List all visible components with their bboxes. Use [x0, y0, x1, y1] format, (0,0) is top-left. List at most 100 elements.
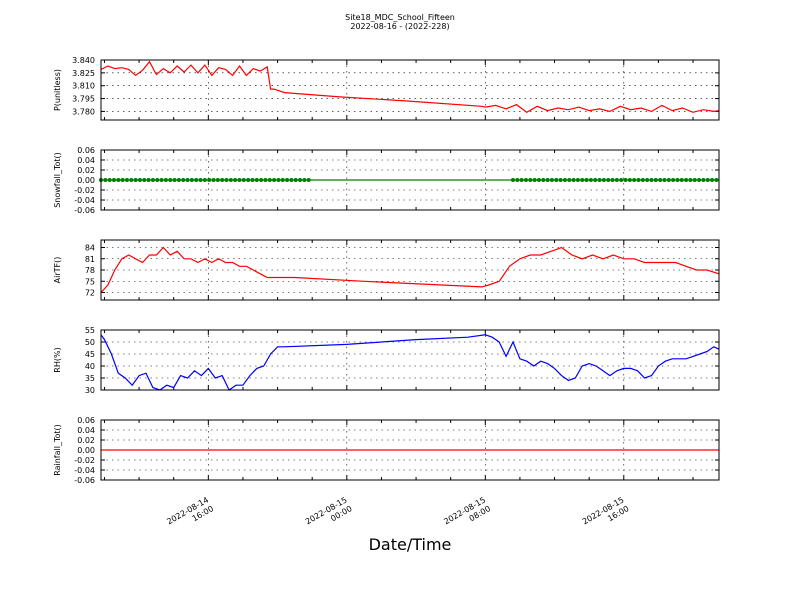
data-point — [150, 178, 155, 182]
chart-panels: 3.780 3.795 3.810 3.825 3.840 P(unitless) -0.0… — [53, 56, 720, 485]
data-point — [276, 178, 281, 182]
data-point — [684, 178, 689, 182]
plot-frame — [100, 329, 720, 391]
data-point — [194, 178, 199, 182]
plot-frame — [100, 239, 720, 301]
data-point — [601, 178, 606, 182]
data-point — [593, 178, 598, 182]
data-point — [658, 178, 663, 182]
y-tick-label: 3.795 — [72, 95, 95, 104]
data-point — [588, 178, 593, 182]
data-point — [233, 178, 238, 182]
data-point — [528, 178, 533, 182]
data-point — [137, 178, 142, 182]
data-point — [259, 178, 264, 182]
data-point — [103, 178, 108, 182]
data-point — [511, 178, 515, 182]
data-point — [666, 178, 671, 182]
data-point — [714, 178, 719, 182]
data-point — [580, 178, 585, 182]
data-point — [554, 178, 559, 182]
data-point — [263, 178, 268, 182]
y-tick-label: 0.02 — [77, 166, 95, 175]
data-point — [575, 178, 580, 182]
data-point — [649, 178, 654, 182]
y-axis-label: AirTF() — [53, 257, 62, 284]
data-point — [632, 178, 637, 182]
y-tick-label: 55 — [85, 326, 95, 335]
data-point — [129, 178, 134, 182]
data-point — [176, 178, 181, 182]
data-point — [302, 178, 307, 182]
data-point — [614, 178, 619, 182]
y-tick-label: 45 — [85, 350, 95, 359]
panel-1: 3.780 3.795 3.810 3.825 3.840 P(unitless) — [53, 56, 720, 121]
data-point — [215, 178, 220, 182]
y-tick-label: 75 — [85, 277, 95, 286]
data-point — [237, 178, 242, 182]
y-axis-label: Snowfall_Tot() — [53, 152, 62, 208]
data-point — [267, 178, 272, 182]
chart-subtitle: 2022-08-16 - (2022-228) — [350, 22, 449, 31]
data-point — [645, 178, 650, 182]
y-tick-label: 0.00 — [77, 176, 95, 185]
y-axis-label: Rainfall_Tot() — [53, 424, 62, 476]
data-point — [545, 178, 550, 182]
data-point — [189, 178, 194, 182]
y-tick-label: 0.00 — [77, 446, 95, 455]
data-point — [241, 178, 246, 182]
data-point — [124, 178, 129, 182]
data-point — [515, 178, 520, 182]
data-point — [224, 178, 229, 182]
data-point — [536, 178, 541, 182]
panel-2: -0.06-0.04-0.020.000.020.040.06 Snowfall_… — [53, 146, 720, 215]
data-point — [163, 178, 168, 182]
data-point — [306, 178, 311, 182]
data-point — [168, 178, 173, 182]
data-point — [120, 178, 125, 182]
data-point — [562, 178, 567, 182]
y-tick-label: -0.06 — [74, 476, 95, 485]
y-tick-label: 0.02 — [77, 436, 95, 445]
data-point — [571, 178, 576, 182]
panel-4: 30 35 40 45 50 55 RH(%) — [53, 326, 720, 395]
data-point — [584, 178, 589, 182]
panel-3: 72 75 78 81 84 AirTF() — [53, 239, 720, 301]
data-point — [675, 178, 680, 182]
data-point — [207, 178, 212, 182]
y-tick-label: 50 — [85, 338, 95, 347]
data-point — [558, 178, 563, 182]
y-tick-label: -0.04 — [74, 466, 95, 475]
data-point — [697, 178, 702, 182]
data-point — [541, 178, 546, 182]
y-axis-label: RH(%) — [53, 347, 62, 372]
data-point — [246, 178, 251, 182]
data-point — [597, 178, 602, 182]
data-point — [146, 178, 151, 182]
y-tick-label: 81 — [85, 255, 95, 264]
plot-frame — [100, 59, 720, 121]
data-point — [280, 178, 285, 182]
data-point — [228, 178, 233, 182]
y-tick-label: -0.04 — [74, 196, 95, 205]
data-point — [523, 178, 528, 182]
data-point — [710, 178, 715, 182]
y-tick-label: 40 — [85, 362, 95, 371]
data-point — [159, 178, 164, 182]
data-point — [679, 178, 684, 182]
data-point — [185, 178, 190, 182]
y-tick-label: 3.825 — [72, 69, 95, 78]
y-tick-label: 78 — [85, 266, 95, 275]
data-point — [133, 178, 138, 182]
data-point — [293, 178, 298, 182]
data-point — [107, 178, 112, 182]
data-point — [211, 178, 216, 182]
data-point — [285, 178, 290, 182]
data-point — [606, 178, 611, 182]
y-tick-label: 0.06 — [77, 416, 95, 425]
x-axis-label: Date/Time — [369, 535, 452, 554]
data-point — [111, 178, 116, 182]
y-tick-label: 3.780 — [72, 107, 95, 116]
